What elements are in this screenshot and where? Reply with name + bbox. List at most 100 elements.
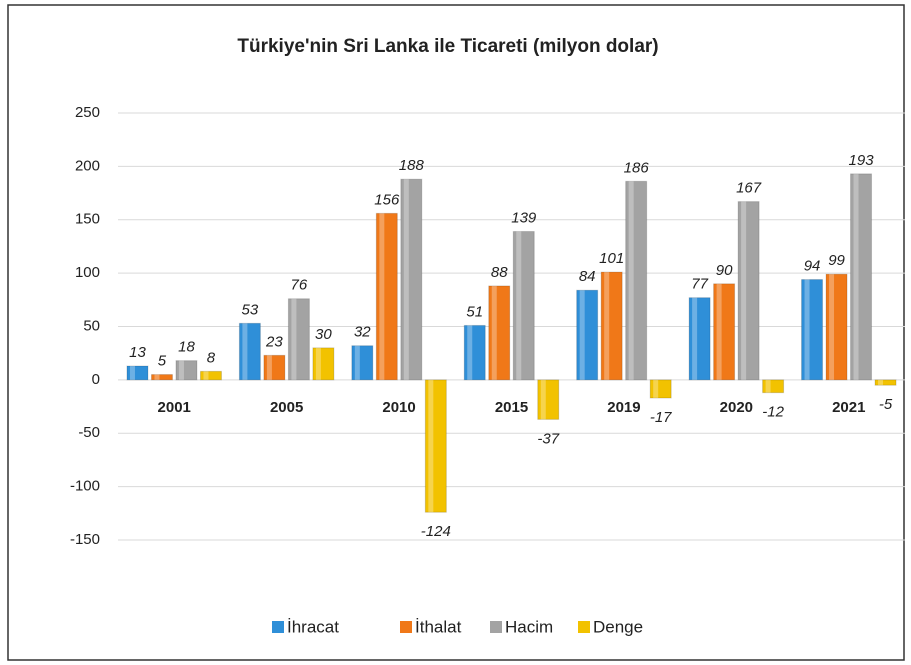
bar-highlight bbox=[379, 213, 385, 380]
y-tick-label: 100 bbox=[75, 264, 100, 281]
y-tick-label: 50 bbox=[83, 317, 100, 334]
x-tick-label: 2021 bbox=[832, 399, 865, 416]
value-label: 101 bbox=[599, 250, 624, 267]
value-label: 13 bbox=[129, 344, 146, 361]
value-label: 139 bbox=[511, 209, 537, 226]
legend-label: Hacim bbox=[505, 617, 553, 636]
chart-title: Türkiye'nin Sri Lanka ile Ticareti (mily… bbox=[237, 36, 658, 57]
y-tick-label: 200 bbox=[75, 157, 100, 174]
bar-highlight bbox=[579, 290, 585, 380]
value-label: 188 bbox=[399, 157, 425, 174]
bar bbox=[713, 283, 736, 381]
bar bbox=[649, 379, 672, 399]
bar bbox=[400, 178, 423, 381]
value-label: -17 bbox=[650, 409, 672, 426]
bar bbox=[688, 297, 711, 381]
value-label: 90 bbox=[716, 262, 733, 279]
value-label: 94 bbox=[804, 257, 821, 274]
legend-swatch bbox=[400, 621, 412, 633]
value-label: -124 bbox=[421, 523, 451, 540]
legend-label: İthalat bbox=[415, 617, 462, 636]
bar bbox=[287, 298, 310, 381]
value-label: -37 bbox=[537, 430, 559, 447]
bar bbox=[263, 354, 286, 381]
bar bbox=[351, 345, 374, 381]
bar-highlight bbox=[467, 325, 473, 380]
legend-swatch bbox=[272, 621, 284, 633]
bar-highlight bbox=[765, 379, 771, 393]
value-label: 77 bbox=[691, 276, 708, 293]
value-label: -5 bbox=[879, 396, 893, 413]
bar bbox=[825, 273, 848, 381]
value-label: 156 bbox=[374, 191, 400, 208]
bar bbox=[150, 374, 173, 381]
bar bbox=[463, 324, 486, 381]
bar bbox=[625, 180, 648, 381]
bar bbox=[512, 230, 535, 381]
bar-highlight bbox=[129, 365, 135, 380]
bar-highlight bbox=[829, 274, 835, 380]
x-tick-label: 2019 bbox=[607, 399, 640, 416]
value-label: 8 bbox=[207, 349, 216, 366]
value-label: 5 bbox=[158, 353, 167, 370]
value-label: 186 bbox=[624, 159, 650, 176]
value-label: 167 bbox=[736, 180, 762, 197]
bar bbox=[576, 289, 599, 381]
bar-highlight bbox=[203, 371, 209, 380]
bar-highlight bbox=[354, 345, 360, 380]
bar-highlight bbox=[315, 347, 321, 380]
x-tick-label: 2010 bbox=[382, 399, 415, 416]
bar bbox=[850, 173, 873, 381]
value-label: 76 bbox=[291, 277, 308, 294]
bar bbox=[175, 360, 198, 381]
bar-highlight bbox=[491, 285, 497, 380]
y-tick-label: 150 bbox=[75, 211, 100, 228]
x-tick-label: 2015 bbox=[495, 399, 528, 416]
bar-highlight bbox=[628, 181, 634, 380]
value-label: 53 bbox=[242, 301, 259, 318]
bar bbox=[312, 347, 335, 381]
x-tick-label: 2005 bbox=[270, 399, 303, 416]
value-label: 32 bbox=[354, 324, 371, 341]
bar bbox=[488, 285, 511, 381]
bar bbox=[537, 379, 560, 420]
bar bbox=[874, 379, 897, 386]
bar-highlight bbox=[804, 279, 810, 380]
bar bbox=[375, 212, 398, 381]
bar-highlight bbox=[540, 379, 546, 420]
bar-highlight bbox=[242, 323, 248, 380]
bar-highlight bbox=[853, 173, 859, 380]
bar bbox=[801, 279, 824, 381]
bar bbox=[762, 379, 785, 394]
bar-highlight bbox=[178, 360, 184, 380]
chart-frame bbox=[7, 4, 905, 661]
bar-highlight bbox=[516, 231, 522, 380]
bar bbox=[424, 379, 447, 513]
bar bbox=[199, 370, 222, 381]
y-tick-label: 250 bbox=[75, 104, 100, 121]
legend-swatch bbox=[578, 621, 590, 633]
bar bbox=[238, 322, 261, 381]
value-label: 51 bbox=[466, 303, 483, 320]
bar-highlight bbox=[692, 297, 698, 380]
y-tick-label: -150 bbox=[70, 531, 100, 548]
x-tick-label: 2001 bbox=[158, 399, 191, 416]
bar-highlight bbox=[878, 379, 884, 386]
bar-highlight bbox=[403, 179, 409, 380]
bar-highlight bbox=[653, 379, 659, 399]
value-label: 88 bbox=[491, 264, 508, 281]
bar bbox=[600, 271, 623, 381]
bar-highlight bbox=[154, 374, 160, 380]
value-label: 99 bbox=[828, 252, 845, 269]
legend-label: İhracat bbox=[287, 617, 339, 636]
bar-highlight bbox=[266, 355, 272, 380]
bar-highlight bbox=[291, 298, 297, 380]
value-label: 23 bbox=[265, 333, 283, 350]
bar bbox=[126, 365, 149, 381]
x-tick-label: 2020 bbox=[720, 399, 753, 416]
legend-label: Denge bbox=[593, 617, 643, 636]
y-tick-label: 0 bbox=[92, 371, 100, 388]
bar-highlight bbox=[604, 272, 610, 380]
value-label: -12 bbox=[762, 404, 784, 421]
